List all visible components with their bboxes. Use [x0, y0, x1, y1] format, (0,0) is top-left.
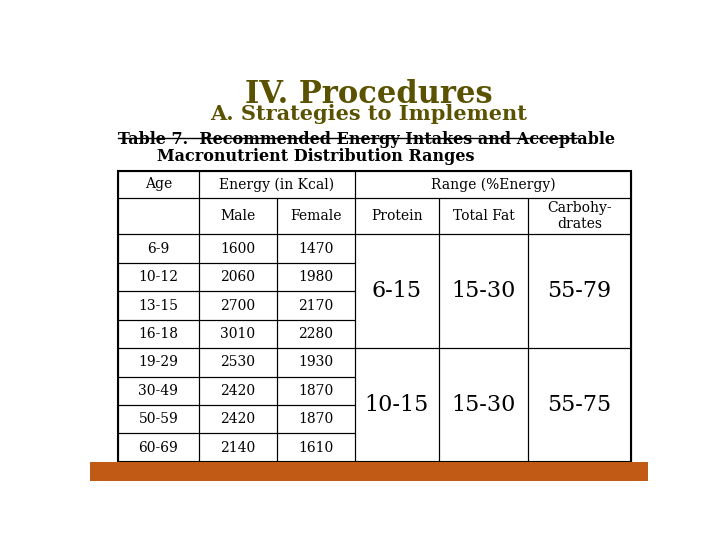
Text: Macronutrient Distribution Ranges: Macronutrient Distribution Ranges — [157, 148, 474, 165]
Bar — [277, 291, 355, 320]
Text: 1870: 1870 — [298, 384, 333, 398]
Text: 55-75: 55-75 — [548, 394, 612, 416]
Bar — [199, 376, 277, 405]
Text: 2060: 2060 — [220, 270, 256, 284]
Text: Table 7.  Recommended Energy Intakes and Acceptable: Table 7. Recommended Energy Intakes and … — [118, 131, 615, 148]
Bar — [277, 263, 355, 291]
Bar — [277, 376, 355, 405]
Text: 16-18: 16-18 — [138, 327, 179, 341]
Bar — [277, 234, 355, 263]
Text: 13-15: 13-15 — [138, 299, 179, 313]
Text: 2420: 2420 — [220, 412, 256, 426]
Bar — [118, 171, 199, 198]
Bar — [199, 171, 355, 198]
Text: 1980: 1980 — [298, 270, 333, 284]
Text: 1870: 1870 — [298, 412, 333, 426]
Text: 6-15: 6-15 — [372, 280, 422, 302]
Text: Protein: Protein — [371, 209, 423, 223]
Bar — [118, 234, 199, 263]
Text: 50-59: 50-59 — [138, 412, 179, 426]
Bar — [118, 320, 199, 348]
Bar — [199, 234, 277, 263]
Bar — [118, 198, 199, 234]
Text: A. Strategies to Implement: A. Strategies to Implement — [210, 104, 528, 124]
Text: 1610: 1610 — [298, 441, 333, 455]
Text: 1600: 1600 — [220, 242, 256, 255]
Bar — [277, 434, 355, 462]
Text: 2170: 2170 — [298, 299, 333, 313]
Bar — [118, 291, 199, 320]
Text: Age: Age — [145, 177, 172, 191]
Bar — [118, 376, 199, 405]
Text: 10-15: 10-15 — [365, 394, 429, 416]
Bar — [277, 405, 355, 434]
Bar — [118, 348, 199, 376]
Text: Carbohy-
drates: Carbohy- drates — [547, 201, 612, 231]
Bar — [277, 348, 355, 376]
Text: 15-30: 15-30 — [451, 280, 516, 302]
Bar — [90, 462, 648, 481]
Text: 2530: 2530 — [220, 355, 256, 369]
Text: IV. Procedures: IV. Procedures — [246, 79, 492, 110]
Text: 2700: 2700 — [220, 299, 256, 313]
Text: 2140: 2140 — [220, 441, 256, 455]
Bar — [277, 320, 355, 348]
Text: Range (%Energy): Range (%Energy) — [431, 177, 555, 192]
Text: 19-29: 19-29 — [138, 355, 179, 369]
Bar — [118, 263, 199, 291]
Bar — [199, 198, 277, 234]
Text: 60-69: 60-69 — [138, 441, 179, 455]
Bar — [199, 348, 277, 376]
Text: 30-49: 30-49 — [138, 384, 179, 398]
Bar — [199, 434, 277, 462]
Bar — [277, 198, 355, 234]
Bar — [438, 198, 528, 234]
Text: 1930: 1930 — [298, 355, 333, 369]
Bar — [199, 320, 277, 348]
Bar — [199, 291, 277, 320]
Bar — [355, 198, 438, 234]
Text: 6-9: 6-9 — [147, 242, 169, 255]
Text: 15-30: 15-30 — [451, 394, 516, 416]
Bar — [199, 405, 277, 434]
Text: 10-12: 10-12 — [138, 270, 179, 284]
Text: Total Fat: Total Fat — [452, 209, 514, 223]
Text: 1470: 1470 — [298, 242, 333, 255]
Bar — [528, 198, 631, 234]
Text: Female: Female — [290, 209, 342, 223]
Text: 2420: 2420 — [220, 384, 256, 398]
Text: 55-79: 55-79 — [548, 280, 612, 302]
Bar — [355, 171, 631, 198]
Bar — [118, 434, 199, 462]
Text: Male: Male — [220, 209, 256, 223]
Text: 3010: 3010 — [220, 327, 256, 341]
Text: 2280: 2280 — [299, 327, 333, 341]
Bar — [199, 263, 277, 291]
Bar — [118, 405, 199, 434]
Text: Energy (in Kcal): Energy (in Kcal) — [220, 177, 335, 192]
